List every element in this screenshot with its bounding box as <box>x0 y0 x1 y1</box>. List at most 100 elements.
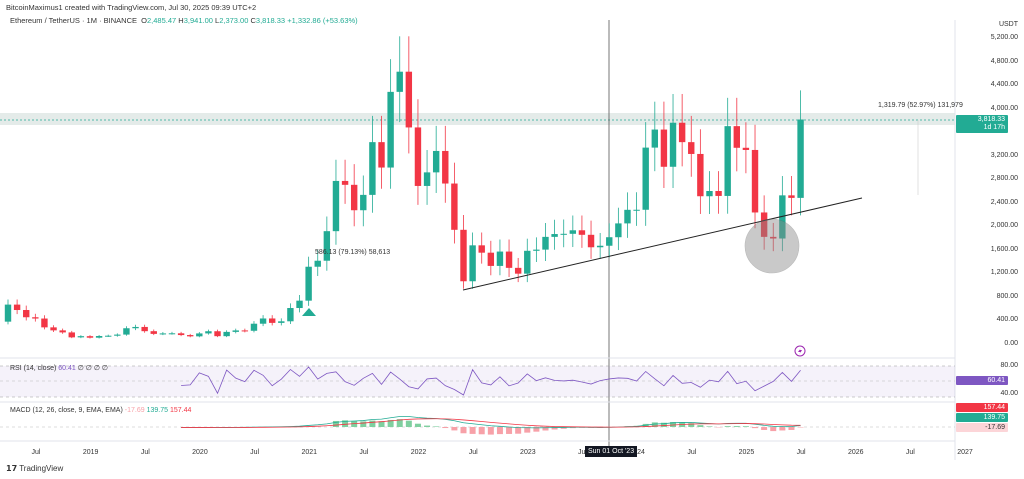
macd-hist-legend: -17.69 <box>124 407 145 414</box>
candle-body <box>77 336 85 338</box>
candle-body <box>779 195 786 239</box>
macd-histogram-bar <box>733 426 740 427</box>
price-tick: 4,800.00 <box>990 57 1018 65</box>
candle-body <box>241 330 249 332</box>
rsi-legend-value: 60.41 <box>58 365 76 372</box>
macd-line <box>181 416 801 429</box>
candle-body <box>797 119 804 198</box>
macd-histogram-bar <box>770 427 777 432</box>
candle-body <box>332 180 340 232</box>
last-price-tag: 3,818.33 1d 17h <box>956 115 1008 133</box>
candle-body <box>232 330 239 332</box>
candle-body <box>451 183 458 230</box>
tv-logo-icon: 𝟭𝟳 <box>6 464 18 473</box>
price-tick: 400.00 <box>996 316 1018 324</box>
candle-body <box>259 318 267 324</box>
candle-body <box>524 250 531 274</box>
price-tick: 800.00 <box>996 292 1018 300</box>
candle-body <box>460 229 467 282</box>
rsi-band <box>0 366 955 397</box>
candle-body <box>59 330 66 333</box>
price-tick: 2,800.00 <box>990 175 1018 183</box>
change-value: +1,332.86 (+53.63%) <box>287 16 358 25</box>
candle-body <box>542 236 549 250</box>
candle-body <box>86 336 94 338</box>
candle-body <box>578 230 586 235</box>
candle-body <box>114 334 121 336</box>
candle-body <box>396 71 403 92</box>
macd-histogram-bar <box>788 427 795 430</box>
candle-body <box>624 209 631 224</box>
candles <box>4 36 804 339</box>
low-value: 2,373.00 <box>219 16 249 25</box>
tradingview-logo[interactable]: 𝟭𝟳 TradingView <box>6 464 63 473</box>
candle-body <box>141 326 148 332</box>
candle-body <box>414 127 422 186</box>
candle-body <box>615 223 622 238</box>
candle-body <box>341 180 349 185</box>
lightning-event-icon[interactable] <box>794 345 806 357</box>
macd-histogram-bar <box>396 419 403 427</box>
candle-body <box>187 335 194 337</box>
time-tick: Jul <box>578 449 587 456</box>
candle-body <box>168 333 176 335</box>
macd-histogram-bar <box>506 427 513 434</box>
macd-histogram-bar <box>487 427 494 435</box>
candle-body <box>760 212 768 237</box>
macd-histogram-bar <box>542 427 549 431</box>
crosshair-date-label: Sun 01 Oct '23 <box>585 446 638 457</box>
candle-body <box>587 234 595 248</box>
price-tick: 2,000.00 <box>990 222 1018 230</box>
candle-body <box>369 142 376 195</box>
candle-body <box>669 122 677 167</box>
measure-label-top: 1,319.79 (52.97%) 131,979 <box>878 102 963 109</box>
macd-histogram-bar <box>387 419 394 427</box>
time-tick: 2023 <box>520 449 536 456</box>
candle-body <box>469 245 476 282</box>
trendline[interactable] <box>462 197 863 291</box>
macd-line-legend: 139.75 <box>146 407 168 414</box>
time-tick: 2022 <box>410 449 427 456</box>
candle-body <box>733 126 740 148</box>
candle-body <box>150 331 157 334</box>
candle-body <box>514 267 522 274</box>
candle-body <box>132 326 139 329</box>
candle-body <box>405 71 413 128</box>
candle-body <box>678 122 686 143</box>
macd-histogram-bar <box>414 423 421 427</box>
buy-signal-arrow-icon <box>302 308 316 316</box>
macd-histogram-bar <box>560 427 567 429</box>
candle-body <box>788 195 795 198</box>
symbol-name[interactable]: Ethereum / TetherUS · 1M · BINANCE <box>10 16 137 25</box>
price-tick: 0.00 <box>1004 340 1018 347</box>
price-tick: 1,200.00 <box>990 269 1018 277</box>
candle-body <box>214 331 221 337</box>
time-tick: Jul <box>250 449 260 456</box>
price-tick: 4,000.00 <box>990 104 1018 112</box>
candle-body <box>196 333 203 337</box>
candle-body <box>423 172 431 186</box>
candle-body <box>278 321 285 323</box>
close-label: C <box>250 16 256 25</box>
macd-histogram-bar <box>460 427 467 434</box>
macd-histogram-bar <box>779 427 786 431</box>
time-tick: Jul <box>359 449 369 456</box>
macd-line-tag: 139.75 <box>956 413 1008 422</box>
candle-body <box>697 153 704 197</box>
candle-body <box>159 333 167 335</box>
rsi-title: RSI (14, close) 60.41 ∅ ∅ ∅ ∅ <box>10 364 108 372</box>
macd-histogram-bar <box>451 427 458 431</box>
macd-signal-tag: 157.44 <box>956 403 1008 412</box>
macd-hist-tag: -17.69 <box>956 423 1008 432</box>
candle-body <box>642 147 649 210</box>
candle-body <box>32 317 39 319</box>
highlight-circle[interactable] <box>744 218 800 274</box>
open-label: O <box>141 16 147 25</box>
price-tick: 2,400.00 <box>990 198 1018 206</box>
candle-body <box>442 150 449 184</box>
macd-histogram-bar <box>469 427 476 434</box>
rsi-upper-label: 80.00 <box>1000 362 1018 369</box>
price-tick: 5,200.00 <box>990 34 1018 42</box>
symbol-legend: Ethereum / TetherUS · 1M · BINANCE O2,48… <box>10 16 358 25</box>
